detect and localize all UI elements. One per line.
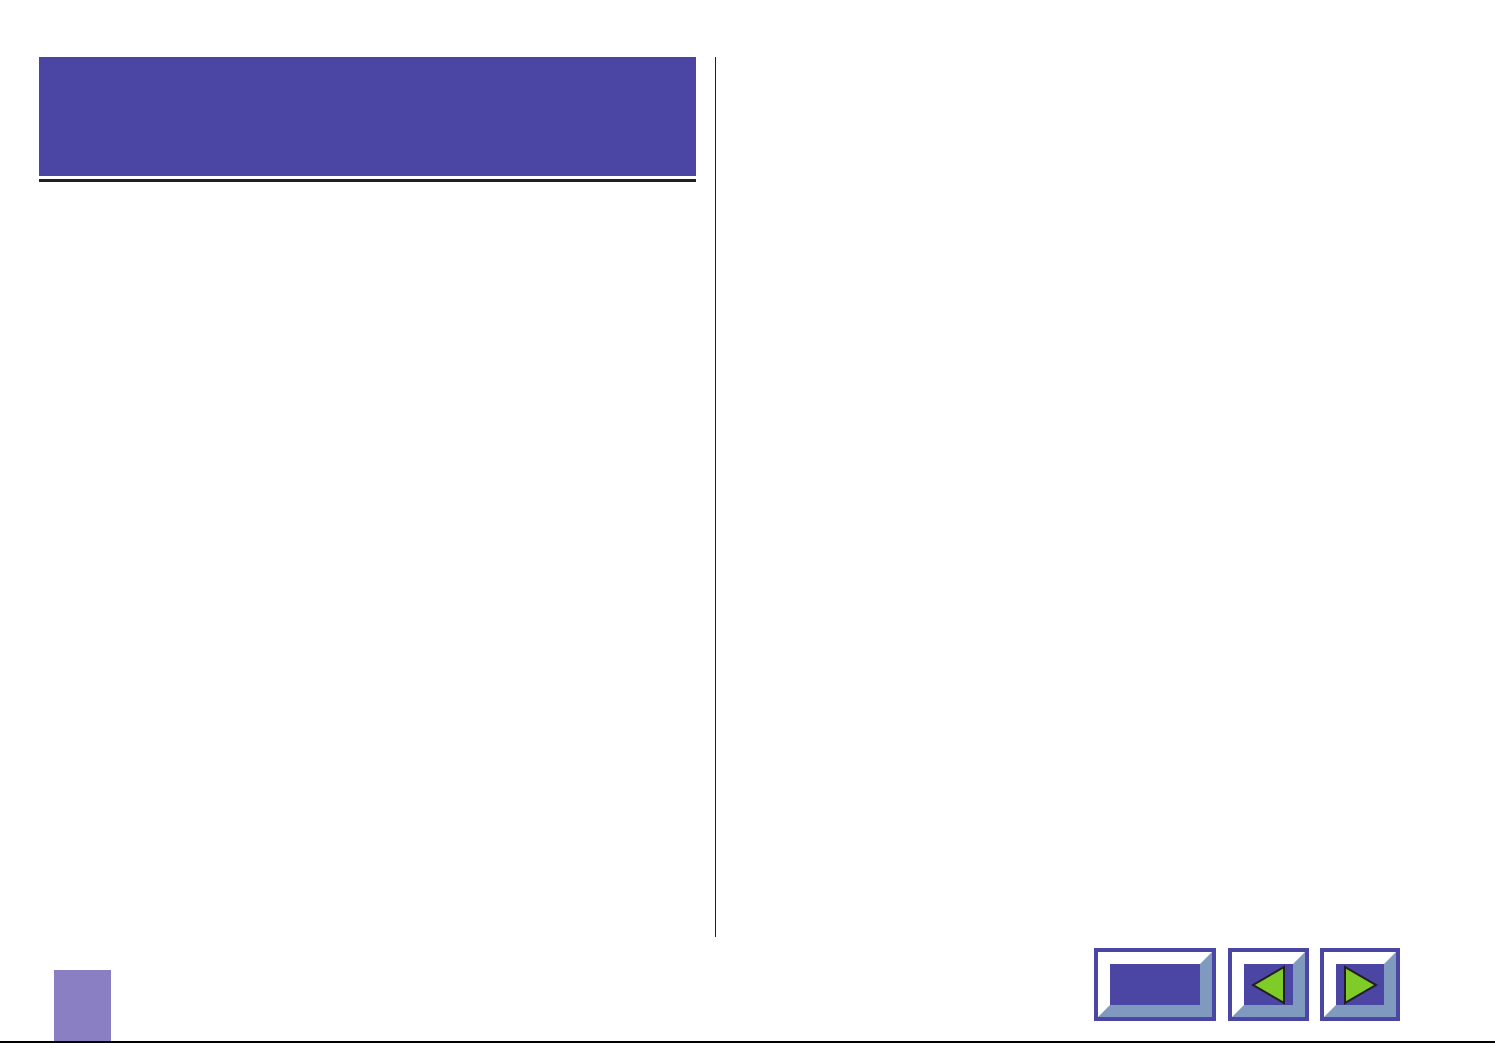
button-face [1110, 964, 1200, 1005]
button-face [1244, 964, 1293, 1005]
triangle-left-icon [1250, 964, 1285, 1005]
page-tab [54, 970, 111, 1041]
next-page-button[interactable] [1320, 948, 1400, 1021]
header-rule [39, 179, 696, 182]
previous-page-button[interactable] [1228, 948, 1309, 1021]
contents-button[interactable] [1094, 948, 1216, 1021]
triangle-right-icon [1344, 964, 1378, 1005]
section-header-band [39, 57, 696, 176]
button-face [1336, 964, 1384, 1005]
bottom-rule [0, 1041, 1495, 1043]
column-divider [715, 57, 716, 937]
